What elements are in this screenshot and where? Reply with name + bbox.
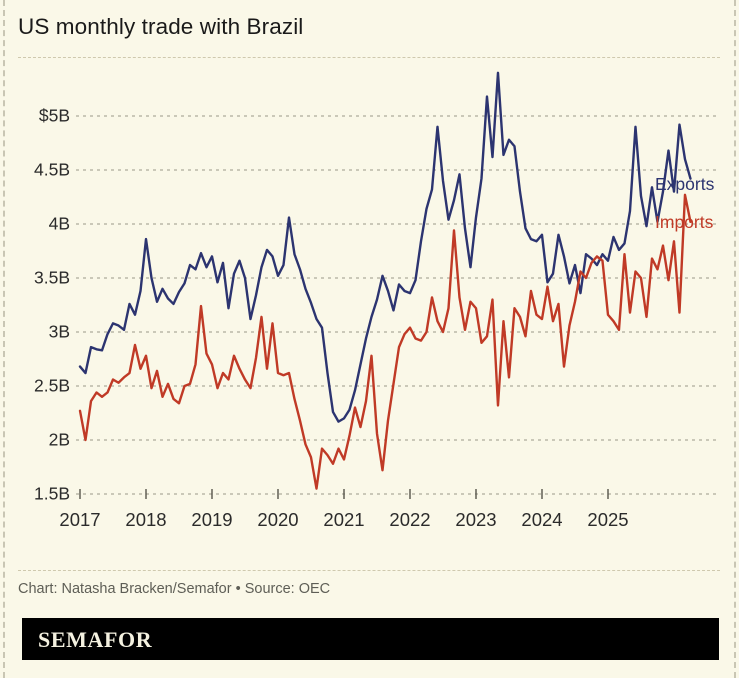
divider-top <box>18 57 720 58</box>
x-axis-tick-label: 2023 <box>455 509 497 530</box>
y-axis-tick-label: 2.5B <box>34 375 70 396</box>
x-axis-tick-label: 2021 <box>323 509 365 530</box>
x-axis-tick-label: 2019 <box>191 509 233 530</box>
x-axis-tick-label: 2017 <box>59 509 101 530</box>
y-axis-tick-label: 4.5B <box>34 159 70 180</box>
y-axis-tick-label: 3.5B <box>34 267 70 288</box>
semafor-wordmark: SEMAFOR <box>38 627 153 652</box>
y-axis-tick-label: 4B <box>48 213 70 234</box>
legend-item-exports: Exports <box>655 174 715 194</box>
x-axis-tick-label: 2022 <box>389 509 431 530</box>
y-axis-tick-label: 3B <box>48 321 70 342</box>
semafor-banner: SEMAFOR <box>22 618 719 660</box>
series-lines-group <box>78 71 692 490</box>
y-axis-tick-label: 1.5B <box>34 483 70 504</box>
y-axis-tick-label: $5B <box>38 105 70 126</box>
series-line-exports <box>78 71 692 423</box>
page-title: US monthly trade with Brazil <box>18 14 304 39</box>
x-axis-tick-label: 2018 <box>125 509 167 530</box>
divider-bottom <box>18 570 720 571</box>
legend-item-imports: Imports <box>655 212 714 232</box>
xticks-group <box>79 489 609 499</box>
x-axis-tick-label: 2025 <box>587 509 629 530</box>
y-axis-tick-label: 2B <box>48 429 70 450</box>
gridlines-group <box>76 115 720 495</box>
x-axis-tick-label: 2020 <box>257 509 299 530</box>
series-line-imports <box>78 193 692 490</box>
chart-credit: Chart: Natasha Bracken/Semafor • Source:… <box>18 581 331 597</box>
x-axis-tick-label: 2024 <box>521 509 563 530</box>
